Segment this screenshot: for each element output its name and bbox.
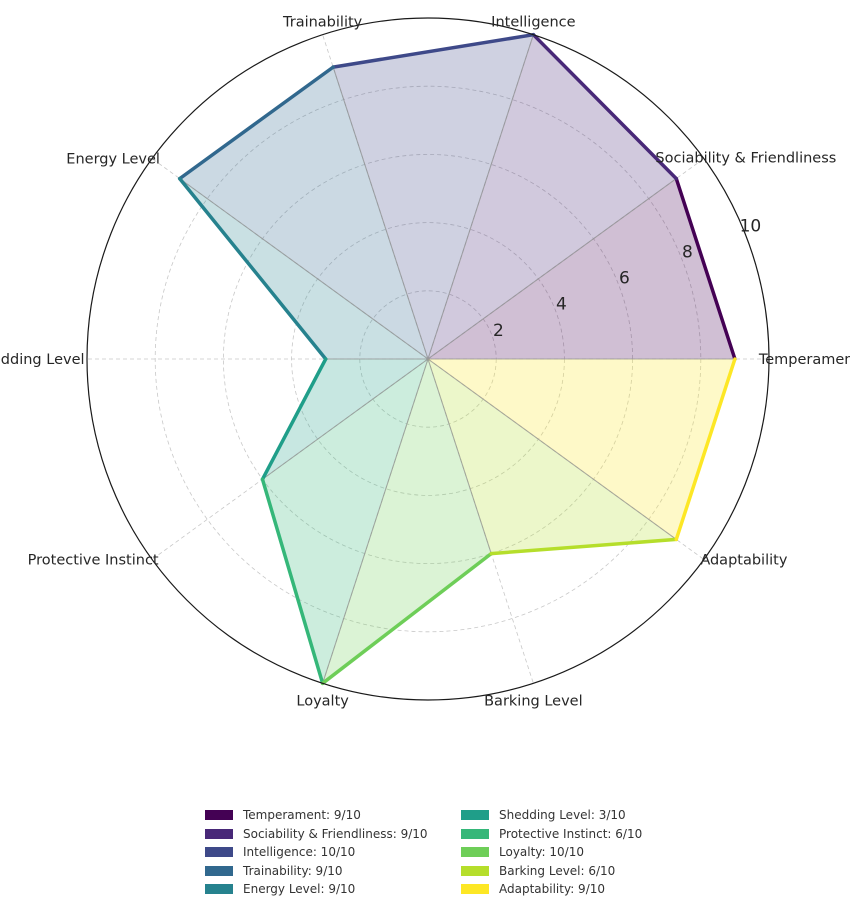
legend-swatch (461, 810, 489, 821)
legend-swatch (205, 884, 233, 895)
axis-label-barking-level: Barking Level (484, 693, 583, 709)
radar-edge-sociability-friendliness (531, 32, 679, 181)
legend-item: Loyalty: 10/10 (461, 843, 681, 862)
radial-tick-label: 8 (682, 243, 693, 263)
axis-label-temperament: Temperament (758, 352, 850, 368)
outer-frame (86, 17, 770, 701)
legend-label: Intelligence: 10/10 (243, 845, 356, 860)
radial-tick-label: 6 (619, 269, 630, 289)
legend-label: Trainability: 9/10 (243, 863, 343, 878)
radar-edge-adaptability (674, 357, 737, 542)
radar-edge-intelligence (331, 32, 536, 69)
legend-item: Trainability: 9/10 (205, 862, 459, 881)
radar-edge-temperament (674, 176, 737, 361)
radar-edge-protective-instinct (260, 477, 325, 686)
legend-label: Protective Instinct: 6/10 (499, 826, 643, 841)
legend-item: Adaptability: 9/10 (461, 880, 681, 899)
radar-edge-shedding-level (260, 357, 328, 482)
legend-label: Adaptability: 9/10 (499, 882, 606, 897)
radar-edge-energy-level (177, 176, 328, 361)
radar-edge-loyalty (320, 551, 493, 686)
axis-label-protective-instinct: Protective Instinct (28, 552, 159, 568)
axis-label-sociability-friendliness: Sociability & Friendliness (655, 151, 836, 167)
legend-label: Energy Level: 9/10 (243, 882, 356, 897)
legend-swatch (205, 865, 233, 876)
axis-label-loyalty: Loyalty (296, 693, 349, 709)
radar-edge-trainability (177, 65, 335, 181)
legend-label: Temperament: 9/10 (243, 808, 361, 823)
legend-item: Intelligence: 10/10 (205, 843, 459, 862)
label-layer: 2 4 6 8 10 Temperament Sociability & Friendlin… (0, 15, 850, 710)
radial-tick-label: 4 (556, 295, 567, 315)
axis-label-trainability: Trainability (282, 15, 363, 31)
legend-swatch (205, 810, 233, 821)
axis-label-adaptability: Adaptability (700, 552, 788, 568)
legend-item: Energy Level: 9/10 (205, 880, 459, 899)
line-layer (86, 17, 770, 701)
radial-tick-label: 2 (493, 321, 504, 341)
legend-label: Sociability & Friendliness: 9/10 (243, 826, 428, 841)
legend-swatch (461, 847, 489, 858)
legend-swatch (205, 847, 233, 858)
wedge-layer (178, 33, 736, 685)
axis-label-intelligence: Intelligence (491, 15, 575, 31)
legend-item: Temperament: 9/10 (205, 806, 459, 825)
legend-swatch (461, 884, 489, 895)
axis-label-energy-level: Energy Level (66, 152, 160, 168)
legend-swatch (461, 828, 489, 839)
radial-tick-label: 10 (740, 216, 762, 236)
legend-item: Sociability & Friendliness: 9/10 (205, 825, 459, 844)
radar-edge-barking-level (489, 537, 679, 556)
legend-label: Loyalty: 10/10 (499, 845, 584, 860)
legend-item: Barking Level: 6/10 (461, 862, 681, 881)
legend-swatch (205, 828, 233, 839)
legend: Temperament: 9/10 Shedding Level: 3/10 Soc… (205, 806, 685, 899)
legend-label: Shedding Level: 3/10 (499, 808, 626, 823)
axis-label-shedding-level: Shedding Level (0, 352, 85, 368)
legend-item: Protective Instinct: 6/10 (461, 825, 681, 844)
legend-label: Barking Level: 6/10 (499, 863, 616, 878)
legend-swatch (461, 865, 489, 876)
legend-item: Shedding Level: 3/10 (461, 806, 681, 825)
